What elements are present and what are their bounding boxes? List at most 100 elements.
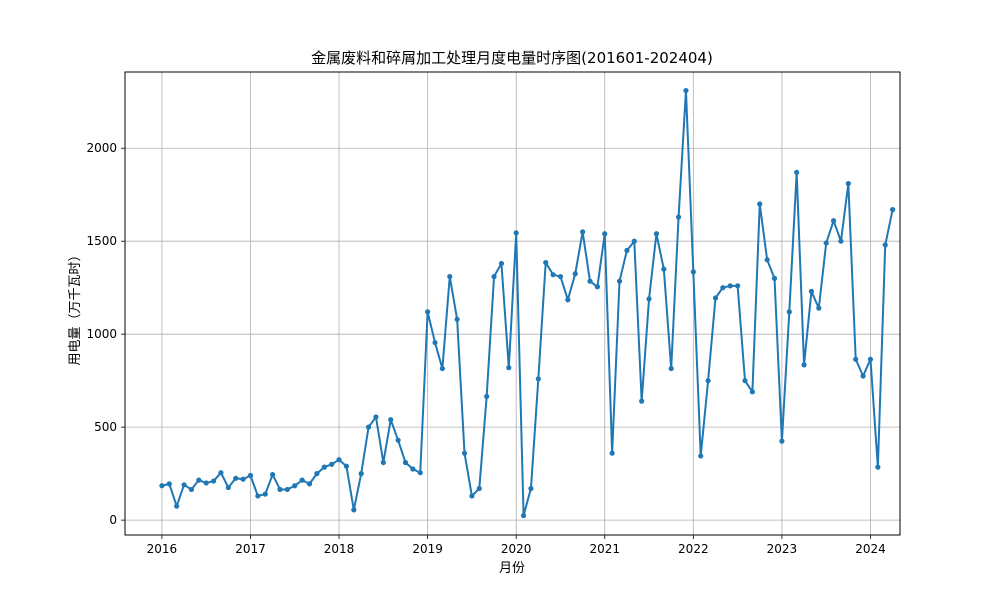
data-point — [314, 471, 320, 477]
data-point — [299, 477, 305, 483]
data-point — [705, 378, 711, 384]
series-line — [161, 89, 894, 517]
data-point — [830, 218, 837, 224]
x-tick-label: 2018 — [324, 542, 355, 556]
data-point — [513, 230, 519, 236]
data-point — [528, 485, 534, 492]
data-point — [233, 475, 239, 481]
grid-lines — [125, 72, 900, 535]
data-point — [240, 476, 246, 482]
data-point — [609, 450, 615, 456]
data-point — [550, 272, 556, 278]
data-point — [631, 238, 637, 244]
plot-frame — [124, 71, 901, 536]
data-point — [823, 240, 829, 246]
data-point — [402, 459, 409, 466]
data-point — [727, 283, 733, 289]
data-point — [661, 266, 667, 272]
data-point — [624, 247, 630, 254]
data-point — [594, 284, 600, 290]
x-axis: 2016 2017 2018 2019 2020 2021 2022 2023 2024 — [147, 535, 886, 556]
data-point — [484, 393, 490, 400]
data-point — [203, 480, 209, 486]
data-point — [875, 464, 881, 470]
data-point — [439, 365, 445, 372]
x-tick-label: 2022 — [678, 542, 709, 556]
data-point — [262, 491, 268, 497]
data-point — [417, 470, 423, 476]
data-point — [343, 463, 350, 469]
y-tick-label: 2000 — [86, 141, 117, 155]
data-point — [225, 484, 231, 491]
x-tick-label: 2024 — [855, 542, 886, 556]
data-point — [292, 483, 298, 489]
data-point — [580, 229, 586, 235]
y-axis-label: 用电量（万千瓦时） — [68, 248, 83, 365]
data-point — [166, 481, 172, 487]
data-point — [255, 493, 261, 499]
data-point — [469, 493, 475, 499]
data-point — [506, 365, 512, 371]
data-point — [174, 503, 180, 509]
data-point — [683, 87, 689, 94]
data-point — [602, 231, 608, 237]
data-point — [639, 398, 645, 404]
x-tick-label: 2019 — [412, 542, 443, 556]
data-point — [373, 414, 379, 420]
data-point — [786, 309, 792, 315]
data-point — [284, 486, 290, 493]
data-point — [764, 257, 770, 263]
data-point — [712, 295, 719, 301]
data-point — [646, 296, 652, 302]
data-point — [675, 214, 682, 220]
data-point — [808, 288, 815, 295]
data-point — [543, 259, 549, 266]
data-point — [794, 169, 800, 176]
data-point — [742, 378, 748, 384]
data-point — [668, 365, 674, 372]
data-point — [159, 483, 165, 489]
data-point — [565, 297, 571, 303]
x-tick-label: 2017 — [235, 542, 266, 556]
chart-title: 金属废料和碎屑加工处理月度电量时序图(201601-202404) — [311, 49, 713, 67]
data-point — [616, 278, 623, 284]
data-point — [779, 438, 785, 444]
data-point — [860, 373, 866, 379]
data-point — [210, 478, 217, 484]
data-point — [572, 271, 578, 277]
data-point — [181, 482, 187, 488]
data-point — [388, 417, 394, 423]
data-point — [365, 424, 372, 430]
data-point — [853, 356, 859, 362]
x-axis-label: 月份 — [499, 561, 525, 576]
data-point — [653, 231, 660, 237]
data-point — [698, 453, 704, 459]
data-point — [247, 472, 254, 479]
data-point — [491, 273, 497, 280]
data-point — [816, 305, 822, 311]
data-point — [380, 459, 386, 466]
data-point — [498, 260, 505, 267]
data-point — [351, 507, 357, 513]
data-point — [735, 283, 741, 289]
data-point — [432, 339, 438, 346]
data-point — [476, 485, 482, 492]
data-point — [838, 238, 844, 244]
data-point — [321, 464, 327, 470]
data-point — [196, 477, 202, 483]
y-tick-label: 0 — [109, 513, 117, 527]
data-point — [757, 201, 763, 207]
data-point — [557, 273, 564, 280]
data-point — [867, 356, 874, 362]
data-point — [461, 450, 468, 456]
data-point — [890, 207, 896, 213]
series-layer — [159, 87, 896, 519]
data-point — [882, 242, 888, 248]
y-tick-label: 1000 — [86, 327, 117, 341]
data-point — [336, 457, 342, 463]
data-point — [801, 362, 807, 368]
data-point — [520, 512, 527, 519]
data-point — [218, 470, 224, 476]
x-tick-label: 2016 — [147, 542, 178, 556]
